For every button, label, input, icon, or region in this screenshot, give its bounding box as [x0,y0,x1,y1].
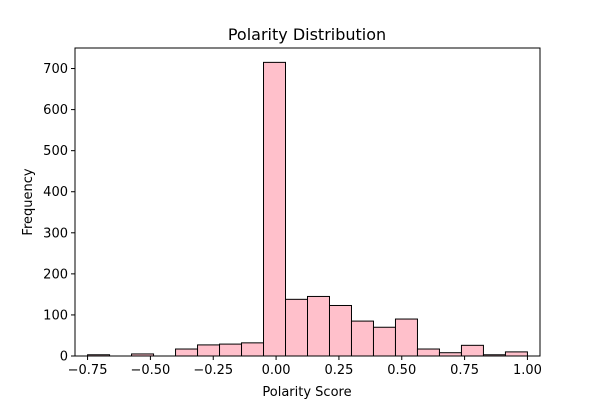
x-tick-label: 0.50 [387,363,416,378]
x-tick-label: −0.25 [193,363,233,378]
y-tick-label: 0 [60,350,68,365]
y-tick-label: 300 [43,226,68,241]
histogram-bar [241,342,265,357]
y-axis-title: Frequency [21,168,36,235]
y-tick-label: 400 [43,185,68,200]
y-tick-label: 700 [43,62,68,77]
x-tick-label: 0.75 [450,363,479,378]
plot-frame [74,47,541,357]
histogram-bar [460,344,484,357]
histogram-bar [504,351,528,357]
y-tick-label: 100 [43,308,68,323]
histogram-bar [372,326,396,357]
y-tick-label: 600 [43,103,68,118]
histogram-bar [285,298,308,357]
histogram-bar [328,304,352,357]
x-tick-label: 0.00 [262,363,291,378]
histogram-bar [394,318,418,357]
x-tick-label: −0.50 [130,363,170,378]
y-tick-label: 500 [43,144,68,159]
x-tick-label: −0.75 [68,363,108,378]
histogram-bar [307,295,330,357]
bars-group [87,61,528,357]
x-axis-ticks: −0.75 −0.50 −0.25 0.00 0.25 0.50 0.75 1.00 [68,356,542,378]
histogram-bar [219,343,243,357]
x-tick-label: 0.25 [324,363,353,378]
histogram-bar [175,348,199,357]
histogram-bar [263,61,287,357]
histogram-bar [350,320,374,357]
x-tick-label: 1.00 [513,363,542,378]
histogram-bar [416,348,440,357]
x-axis-title: Polarity Score [262,385,351,400]
histogram-bar [197,344,221,357]
y-tick-label: 200 [43,267,68,282]
y-axis-ticks: 0 100 200 300 400 500 600 700 [43,62,75,365]
chart-title: Polarity Distribution [228,25,386,44]
